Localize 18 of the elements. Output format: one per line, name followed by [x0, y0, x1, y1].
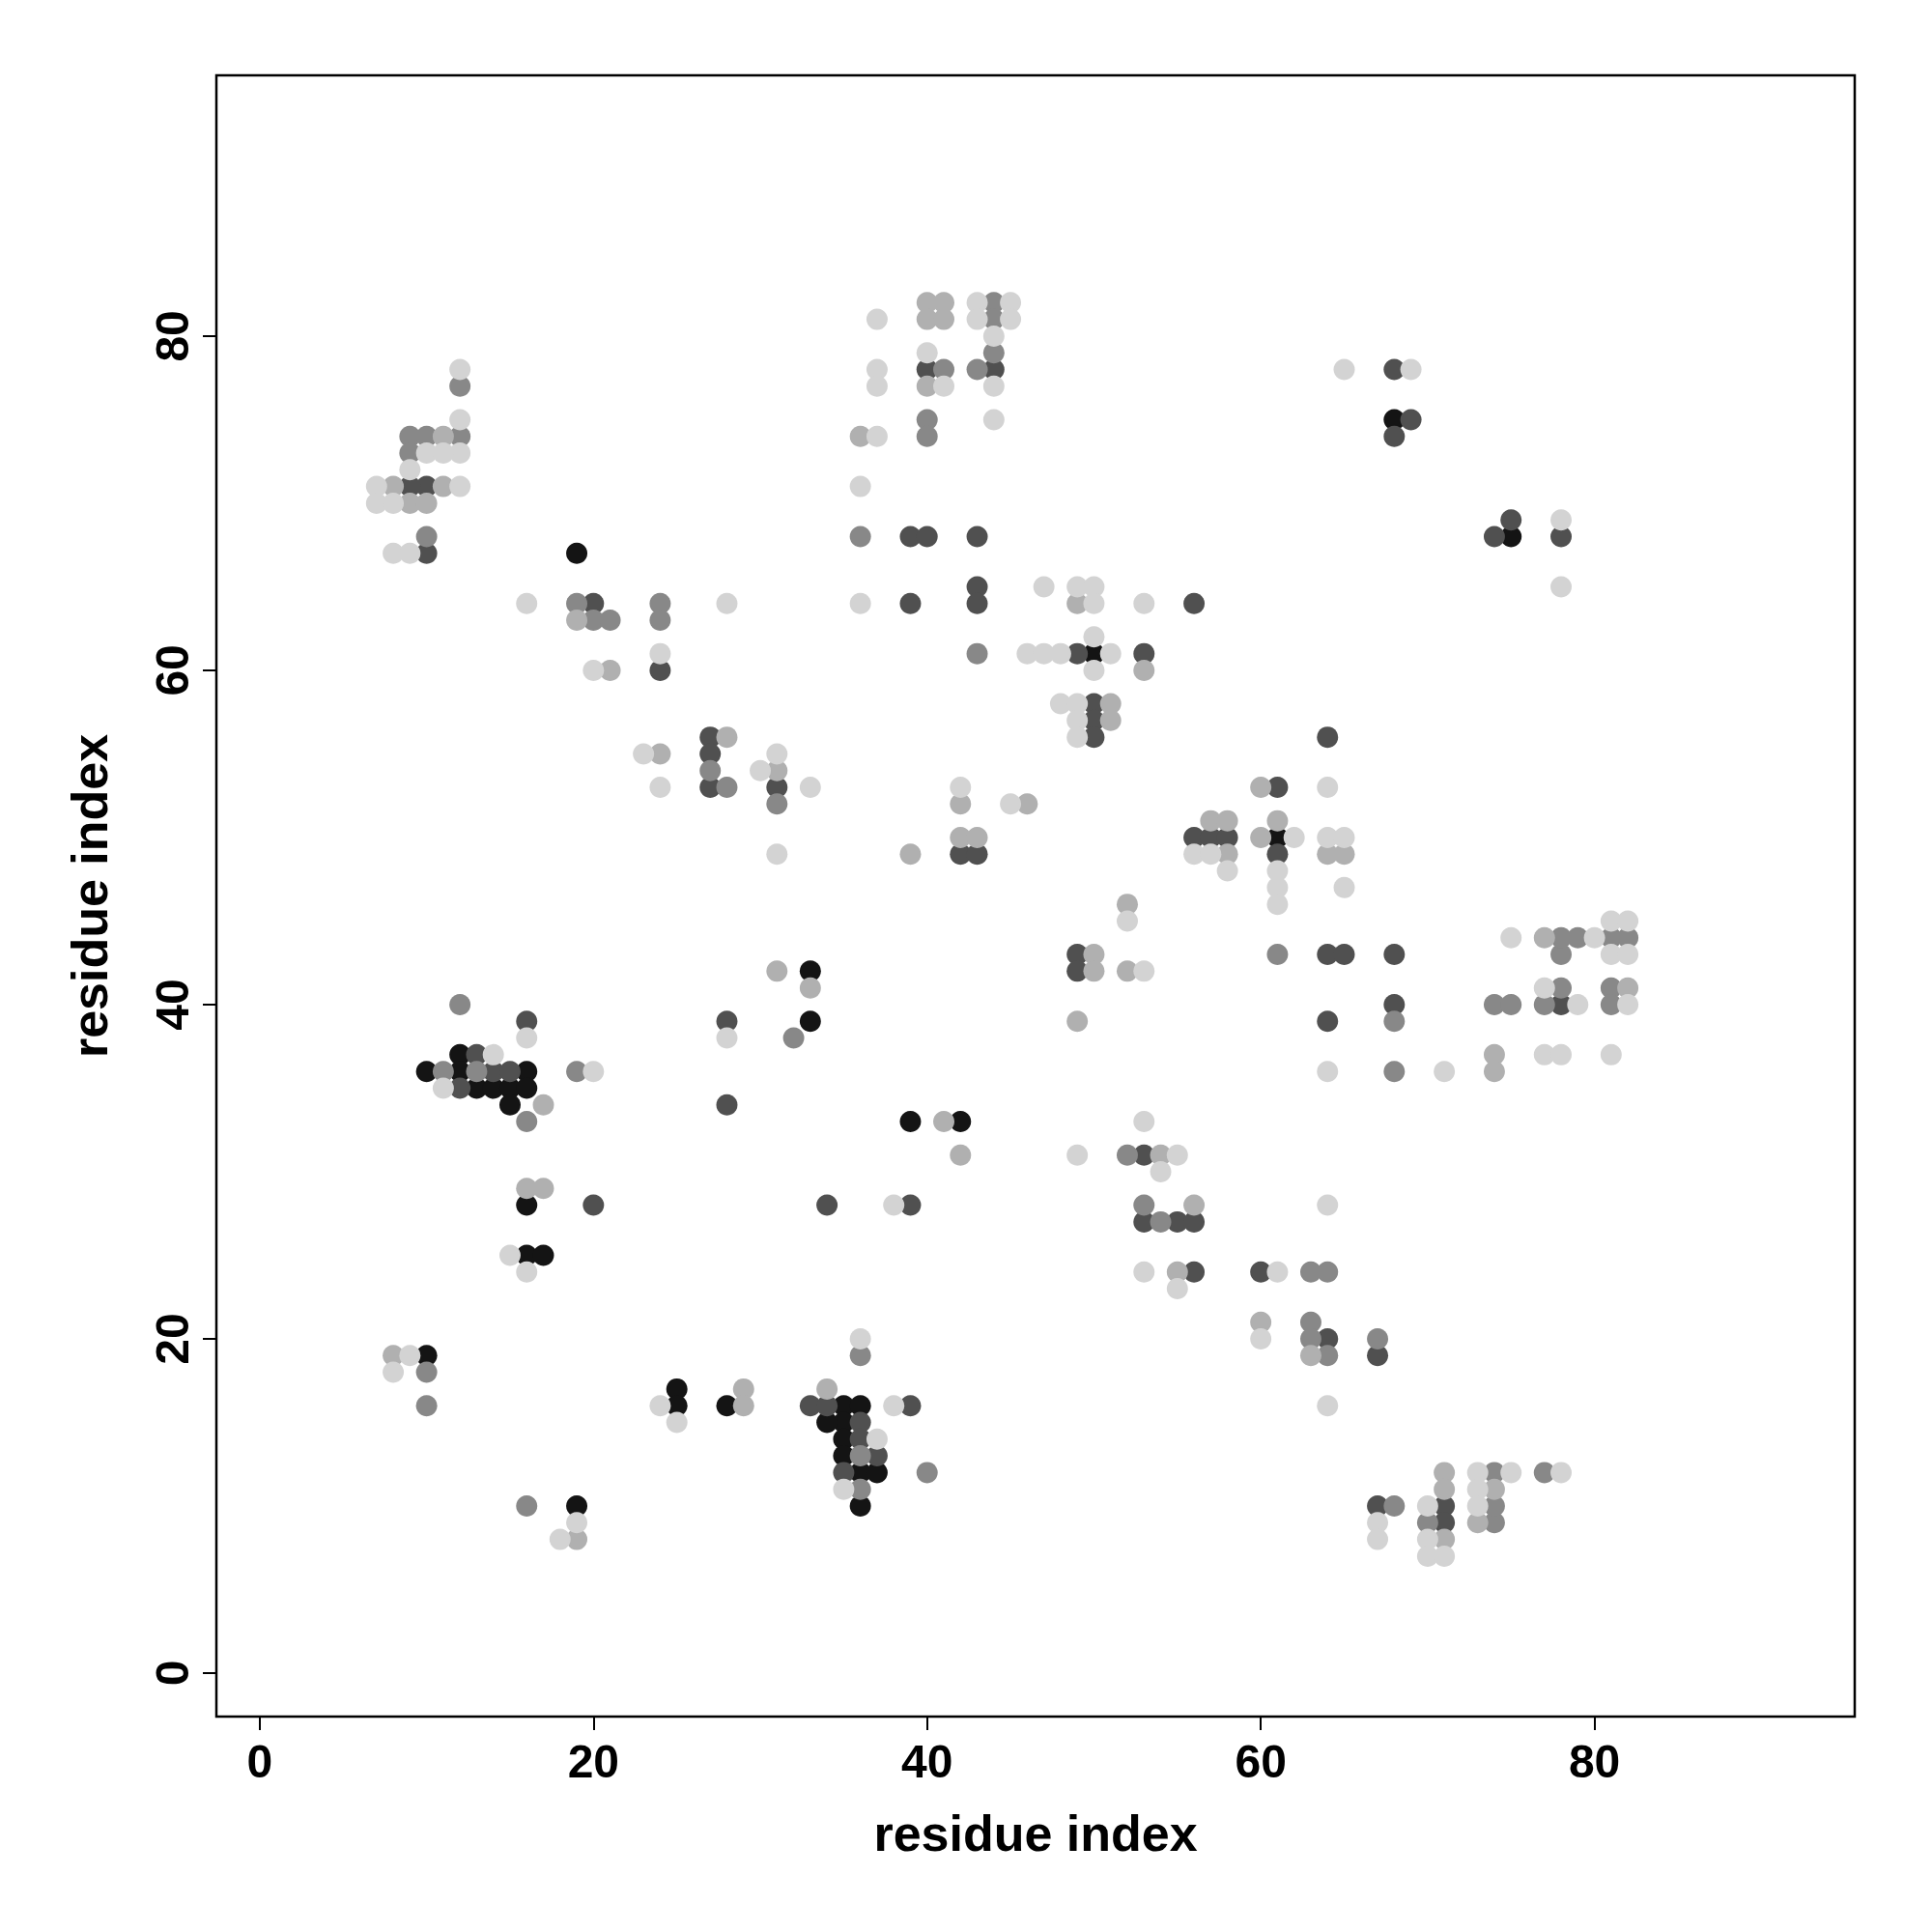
point [516, 1077, 538, 1099]
point [532, 1244, 554, 1266]
x-axis-title: residue index [873, 1805, 1198, 1861]
x-tick-label: 0 [246, 1735, 273, 1787]
y-tick-label: 80 [146, 310, 198, 362]
y-tick-label: 0 [146, 1660, 198, 1687]
y-tick-label: 20 [146, 1313, 198, 1365]
x-tick-label: 20 [567, 1735, 620, 1787]
y-tick-label: 60 [146, 644, 198, 696]
x-tick-label: 40 [901, 1735, 953, 1787]
point [899, 1111, 922, 1133]
y-tick-label: 40 [146, 979, 198, 1031]
point [799, 1010, 821, 1033]
point [566, 542, 588, 564]
point [498, 1094, 521, 1116]
y-axis-title: residue index [62, 733, 118, 1059]
x-tick-label: 80 [1568, 1735, 1621, 1787]
x-tick-label: 60 [1235, 1735, 1287, 1787]
